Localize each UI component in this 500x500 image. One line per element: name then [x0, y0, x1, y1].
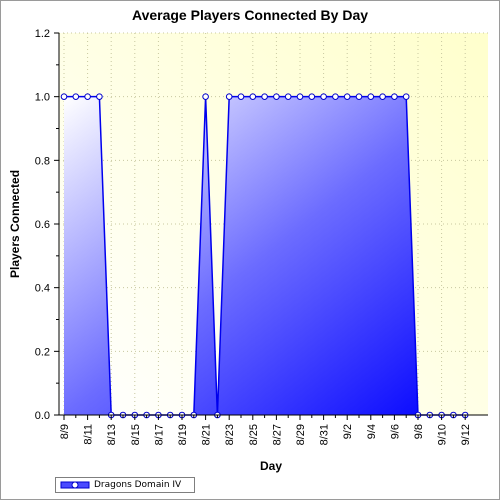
data-point	[379, 93, 386, 100]
data-point	[72, 93, 80, 100]
data-point	[273, 93, 280, 100]
data-point	[202, 93, 209, 100]
legend-label: Dragons Domain IV	[94, 480, 182, 490]
data-point	[332, 93, 339, 100]
x-tick-label: 9/2	[342, 424, 354, 439]
x-tick-label: 9/6	[389, 424, 401, 439]
data-point	[96, 93, 103, 100]
chart-title: Average Players Connected By Day	[131, 7, 369, 23]
series-area-fill	[64, 96, 466, 416]
data-point	[60, 93, 68, 100]
data-point	[284, 93, 292, 100]
x-tick-label: 8/9	[59, 424, 71, 439]
x-tick-label: 9/4	[366, 424, 378, 439]
y-tick-label: 0.8	[35, 155, 50, 167]
data-point	[402, 93, 410, 100]
data-point	[249, 93, 257, 100]
data-point	[355, 93, 363, 100]
x-tick-label: 8/21	[201, 424, 213, 445]
data-point	[320, 93, 327, 100]
y-tick-label: 1.0	[35, 92, 50, 104]
y-tick-label: 1.2	[35, 28, 50, 40]
x-axis-label: Day	[260, 459, 282, 473]
x-tick-label: 8/25	[248, 424, 260, 445]
data-point	[343, 93, 351, 100]
x-tick-label: 9/10	[437, 424, 449, 445]
data-point	[367, 93, 375, 100]
x-tick-label: 8/19	[177, 424, 189, 445]
y-axis-label: Players Connected	[8, 170, 22, 278]
legend: Dragons Domain IV	[55, 477, 195, 493]
legend-swatch	[60, 481, 90, 489]
x-tick-label: 8/13	[106, 424, 118, 445]
x-tick-label: 9/12	[460, 424, 472, 445]
x-tick-label: 8/29	[295, 424, 307, 445]
x-tick-label: 8/23	[224, 424, 236, 445]
y-axis-ticks: 0.0 0.2 0.4 0.6 0.8 1.0 1.2	[35, 28, 59, 422]
y-tick-label: 0.6	[35, 219, 50, 231]
data-point	[237, 93, 245, 100]
y-tick-label: 0.0	[35, 410, 50, 422]
data-point	[225, 93, 233, 100]
x-tick-label: 8/31	[319, 424, 331, 445]
x-tick-label: 8/15	[130, 424, 142, 445]
y-tick-label: 0.2	[35, 346, 50, 358]
x-tick-label: 8/17	[153, 424, 165, 445]
y-tick-label: 0.4	[35, 283, 50, 295]
data-point	[261, 93, 268, 100]
x-axis-ticks: 8/9 8/11 8/13 8/15 8/17 8/19 8/21 8/23 8/25 8/27 8…	[59, 415, 472, 445]
x-tick-label: 8/11	[83, 424, 95, 445]
data-point	[84, 93, 91, 100]
data-point	[391, 93, 398, 100]
x-tick-label: 8/27	[271, 424, 283, 445]
data-point	[308, 93, 316, 100]
data-point	[296, 93, 304, 100]
x-tick-label: 9/8	[413, 424, 425, 439]
